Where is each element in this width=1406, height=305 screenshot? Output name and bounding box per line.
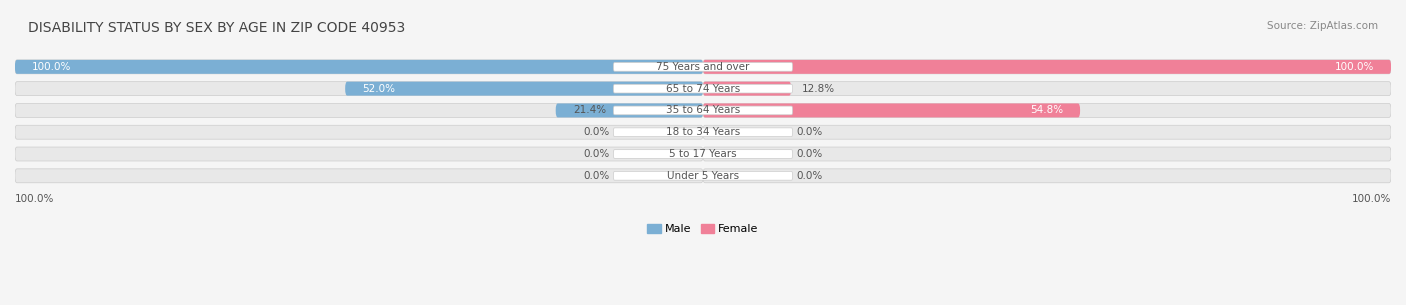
Text: 12.8%: 12.8% [801,84,835,94]
Text: 100.0%: 100.0% [15,194,55,204]
Text: 0.0%: 0.0% [583,127,610,137]
Text: 21.4%: 21.4% [574,106,606,115]
Text: Under 5 Years: Under 5 Years [666,171,740,181]
FancyBboxPatch shape [613,128,793,137]
Text: 0.0%: 0.0% [796,171,823,181]
Text: 100.0%: 100.0% [1334,62,1374,72]
FancyBboxPatch shape [613,63,793,71]
FancyBboxPatch shape [15,60,703,74]
Text: 54.8%: 54.8% [1029,106,1063,115]
FancyBboxPatch shape [703,60,1391,74]
FancyBboxPatch shape [613,171,793,180]
FancyBboxPatch shape [15,125,703,139]
FancyBboxPatch shape [703,147,1391,161]
FancyBboxPatch shape [344,82,703,96]
FancyBboxPatch shape [15,103,703,117]
Text: 18 to 34 Years: 18 to 34 Years [666,127,740,137]
FancyBboxPatch shape [703,60,1391,74]
FancyBboxPatch shape [703,82,792,96]
Text: 0.0%: 0.0% [583,149,610,159]
FancyBboxPatch shape [703,82,1391,96]
Text: 100.0%: 100.0% [1351,194,1391,204]
Text: 5 to 17 Years: 5 to 17 Years [669,149,737,159]
Text: 52.0%: 52.0% [363,84,395,94]
Text: 100.0%: 100.0% [32,62,72,72]
Text: 75 Years and over: 75 Years and over [657,62,749,72]
FancyBboxPatch shape [15,60,703,74]
Text: 0.0%: 0.0% [583,171,610,181]
Text: 35 to 64 Years: 35 to 64 Years [666,106,740,115]
Text: Source: ZipAtlas.com: Source: ZipAtlas.com [1267,21,1378,31]
Text: 65 to 74 Years: 65 to 74 Years [666,84,740,94]
Text: DISABILITY STATUS BY SEX BY AGE IN ZIP CODE 40953: DISABILITY STATUS BY SEX BY AGE IN ZIP C… [28,21,405,35]
FancyBboxPatch shape [703,103,1391,117]
FancyBboxPatch shape [703,103,1080,117]
FancyBboxPatch shape [613,84,793,93]
FancyBboxPatch shape [555,103,703,117]
FancyBboxPatch shape [703,169,1391,183]
FancyBboxPatch shape [15,147,703,161]
FancyBboxPatch shape [613,150,793,158]
Text: 0.0%: 0.0% [796,149,823,159]
FancyBboxPatch shape [15,82,703,96]
FancyBboxPatch shape [703,125,1391,139]
FancyBboxPatch shape [613,106,793,115]
Legend: Male, Female: Male, Female [643,219,763,239]
FancyBboxPatch shape [15,169,703,183]
Text: 0.0%: 0.0% [796,127,823,137]
